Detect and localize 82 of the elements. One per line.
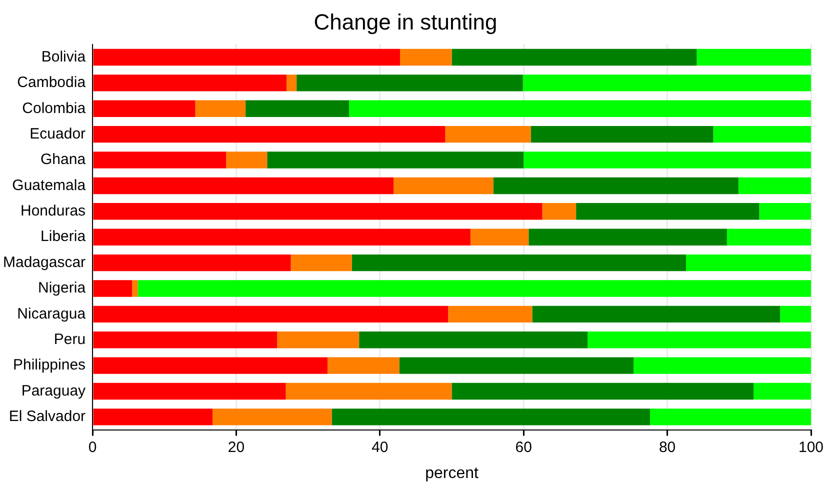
bar [522, 74, 811, 92]
y-tick-label: Cambodia [17, 74, 86, 92]
bar [332, 408, 650, 426]
bar [195, 100, 246, 117]
y-tick-label: Philippines [12, 356, 86, 374]
bar [738, 177, 811, 194]
bar [686, 254, 811, 272]
bar [93, 357, 328, 374]
bar [448, 306, 532, 323]
bar [93, 306, 448, 323]
bar [93, 408, 213, 426]
bar [576, 203, 760, 220]
bar [634, 357, 811, 374]
y-tick-label: Guatemala [12, 176, 86, 194]
y-tick-label: Colombia [22, 100, 86, 117]
bar [277, 332, 360, 348]
bar [394, 177, 494, 194]
x-tick-label: 60 [515, 438, 532, 456]
y-tick-label: El Salvador [8, 408, 86, 426]
y-tick-label: Bolivia [41, 48, 86, 66]
bar [532, 306, 780, 323]
bar [400, 48, 452, 66]
y-tick-label: Honduras [20, 202, 86, 220]
y-tick-label: Paraguay [21, 382, 86, 400]
bar [359, 332, 588, 348]
y-tick-label: Madagascar [2, 254, 86, 271]
bar [93, 332, 278, 348]
bar [93, 203, 542, 220]
bar [93, 126, 446, 143]
bar [226, 152, 268, 168]
bar [470, 228, 529, 246]
bar [349, 100, 811, 117]
bar [267, 152, 524, 168]
x-tick-label: 40 [372, 438, 388, 456]
x-tick-label: 100 [798, 438, 824, 456]
bar [530, 126, 714, 143]
bar [524, 152, 811, 168]
bar [542, 203, 576, 220]
bar [713, 126, 811, 143]
chart-title: Change in stunting [314, 9, 498, 34]
x-axis-title: percent [425, 464, 480, 482]
y-tick-label: Nicaragua [17, 305, 86, 322]
x-tick-label: 0 [88, 438, 97, 456]
bar [327, 357, 400, 374]
bar [246, 100, 350, 117]
bar [399, 357, 634, 374]
bar [138, 280, 811, 297]
bar [493, 177, 738, 194]
bar [296, 74, 523, 92]
bar [780, 306, 811, 323]
bar [93, 48, 400, 66]
bar [93, 100, 196, 117]
y-tick-label: Ghana [40, 151, 86, 168]
bar [452, 48, 697, 66]
bar [588, 332, 811, 348]
bar [290, 254, 352, 272]
bar [93, 382, 286, 400]
bar [650, 408, 811, 426]
y-tick-label: Nigeria [38, 280, 86, 297]
bar [759, 203, 811, 220]
bar [286, 74, 297, 92]
bar [93, 254, 291, 272]
bar [93, 280, 132, 297]
bar [754, 382, 811, 400]
bar [93, 228, 470, 246]
bar [445, 126, 531, 143]
bar [93, 74, 287, 92]
y-tick-label: Peru [54, 331, 86, 348]
bar [528, 228, 727, 246]
bar [352, 254, 686, 272]
y-tick-label: Liberia [40, 228, 86, 246]
bar [93, 152, 226, 168]
bar [93, 177, 394, 194]
bar [726, 228, 811, 246]
x-tick-label: 80 [658, 438, 676, 456]
y-tick-label: Ecuador [30, 125, 86, 142]
bar [132, 280, 138, 297]
bar [212, 408, 332, 426]
bar [452, 382, 754, 400]
x-tick-label: 20 [228, 438, 245, 456]
bar [696, 48, 811, 66]
bar [286, 382, 452, 400]
